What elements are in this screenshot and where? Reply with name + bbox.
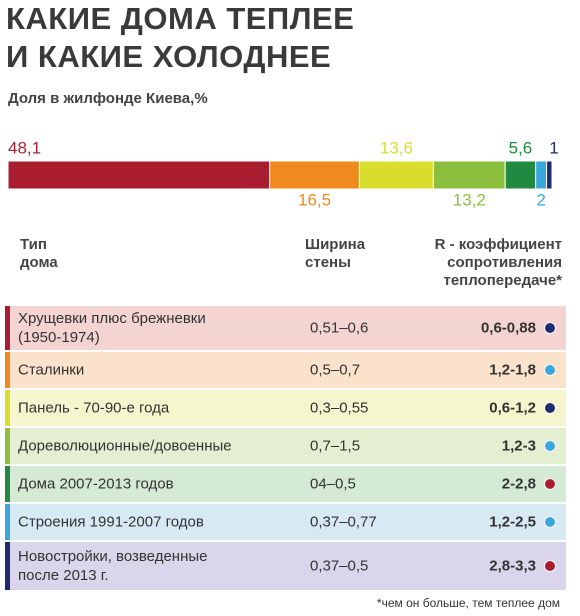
wall-width: 0,5–0,7 — [310, 361, 361, 379]
row-color-strip — [5, 306, 10, 350]
footnote: *чем он больше, тем теплее дом — [376, 596, 560, 610]
house-type: Новостройки, возведенные после 2013 г. — [18, 548, 208, 584]
title: КАКИЕ ДОМА ТЕПЛЕЕ И КАКИЕ ХОЛОДНЕЕ — [6, 1, 355, 74]
wall-width: 0,7–1,5 — [310, 437, 361, 455]
r-coefficient: 1,2-1,8 — [489, 361, 536, 379]
wall-width: 0,3–0,55 — [310, 399, 369, 417]
value-label: 48,1 — [8, 138, 41, 157]
row-color-strip — [5, 390, 10, 426]
share-bar-chart: 48,1 16,5 13,6 13,2 5,6 2 1 — [7, 138, 559, 209]
row-color-strip — [5, 352, 10, 388]
wall-width: 04–0,5 — [310, 475, 356, 493]
value-label: 13,6 — [380, 138, 413, 157]
house-type: Сталинки — [18, 361, 85, 379]
indicator-dot — [544, 440, 556, 452]
house-type: Строения 1991-2007 годов — [18, 513, 204, 531]
bar-segment — [269, 160, 360, 190]
subtitle: Доля в жилфонде Киева,% — [8, 90, 208, 107]
wall-width: 0,37–0,77 — [310, 513, 377, 531]
value-label: 16,5 — [298, 190, 331, 209]
value-label: 13,2 — [453, 190, 486, 209]
header-r: R - коэффициент сопротивления теплоперед… — [434, 236, 562, 289]
indicator-dot — [544, 364, 556, 376]
r-coefficient: 0,6-1,2 — [489, 399, 536, 417]
row-color-strip — [5, 542, 10, 590]
value-label: 1 — [549, 138, 558, 157]
table-row: Дореволюционные/довоенные 0,7–1,5 1,2-3 — [5, 428, 566, 464]
r-coefficient: 0,6-0,88 — [480, 319, 536, 337]
r-coefficient: 1,2-2,5 — [489, 513, 536, 531]
table-row: Сталинки 0,5–0,7 1,2-1,8 — [5, 352, 566, 388]
header-wall: Ширина стены — [305, 236, 366, 271]
indicator-dot — [544, 322, 556, 334]
row-color-strip — [5, 504, 10, 540]
indicator-dot — [544, 402, 556, 414]
r-coefficient: 1,2-3 — [501, 437, 536, 455]
wall-width: 0,37–0,5 — [310, 557, 369, 575]
row-color-strip — [5, 428, 10, 464]
house-type: Хрущевки плюс брежневки (1950-1974) — [18, 310, 206, 346]
bar-segment — [7, 160, 271, 190]
r-coefficient: 2,8-3,3 — [489, 557, 536, 575]
bar-segment — [358, 160, 434, 190]
row-color-strip — [5, 466, 10, 502]
r-coefficient: 2-2,8 — [501, 475, 536, 493]
bar-segment — [546, 160, 553, 190]
table-row: Новостройки, возведенные после 2013 г. 0,… — [5, 542, 566, 590]
house-type: Панель - 70-90-е года — [18, 399, 170, 417]
value-label: 5,6 — [509, 138, 533, 157]
table-row: Панель - 70-90-е года 0,3–0,55 0,6-1,2 — [5, 390, 566, 426]
value-label: 2 — [536, 190, 545, 209]
table-row: Строения 1991-2007 годов 0,37–0,77 1,2-2,5 — [5, 504, 566, 540]
house-type: Дореволюционные/довоенные — [18, 437, 232, 455]
header-type: Тип дома — [20, 236, 58, 271]
table-row: Хрущевки плюс брежневки (1950-1974) 0,51–… — [5, 306, 566, 350]
bar-segment — [432, 160, 506, 190]
house-type: Дома 2007-2013 годов — [18, 475, 174, 493]
wall-width: 0,51–0,6 — [310, 319, 369, 337]
indicator-dot — [544, 478, 556, 490]
bar-segment — [535, 160, 548, 190]
table-row: Дома 2007-2013 годов 04–0,5 2-2,8 — [5, 466, 566, 502]
indicator-dot — [544, 560, 556, 572]
bar-segment — [504, 160, 537, 190]
indicator-dot — [544, 516, 556, 528]
